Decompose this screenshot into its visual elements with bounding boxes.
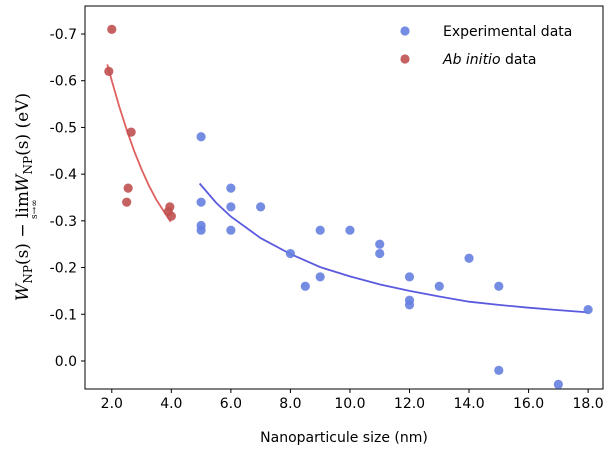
ab-initio-point bbox=[104, 66, 114, 76]
fit-curves bbox=[106, 64, 589, 314]
ab-initio-point bbox=[165, 202, 175, 212]
experimental-point bbox=[404, 300, 415, 310]
x-tick-label: 2.0 bbox=[101, 396, 123, 412]
experimental-point bbox=[404, 272, 415, 282]
experimental-point bbox=[434, 281, 444, 291]
experimental-point bbox=[256, 202, 266, 212]
legend-marker-ab-initio bbox=[400, 54, 410, 64]
y-tick-label: 0.0 bbox=[55, 354, 77, 370]
x-tick-label: 10.0 bbox=[334, 396, 365, 412]
y-tick-label: -0.7 bbox=[50, 27, 77, 43]
experimental-point bbox=[196, 197, 206, 207]
experimental-point bbox=[226, 183, 236, 193]
x-tick-label: 12.0 bbox=[394, 396, 425, 412]
ab-initio-point bbox=[107, 24, 117, 34]
experimental-point bbox=[226, 225, 236, 235]
x-tick-label: 8.0 bbox=[279, 396, 301, 412]
experimental-point bbox=[553, 379, 563, 389]
experimental-point bbox=[285, 248, 296, 259]
y-axis-label: WNP(s) − lims→∞ WNP(s) (eV) bbox=[13, 93, 40, 301]
experimental-point bbox=[375, 239, 385, 249]
experimental-point bbox=[494, 281, 504, 291]
y-tick-label: -0.1 bbox=[50, 307, 77, 323]
y-tick-label: -0.2 bbox=[50, 261, 77, 277]
y-tick-label: -0.5 bbox=[50, 120, 77, 136]
experimental-point bbox=[315, 225, 325, 235]
x-axis-ticks: 2.0 4.0 6.0 8.0 10.0 12.0 14.0 16.0 18.0 bbox=[101, 389, 604, 412]
experimental-point bbox=[226, 202, 236, 212]
data-points bbox=[104, 24, 593, 389]
ab-initio-point bbox=[122, 197, 132, 207]
y-tick-label: -0.6 bbox=[50, 74, 77, 90]
experimental-point bbox=[345, 225, 355, 235]
experimental-point bbox=[494, 365, 504, 375]
x-tick-label: 18.0 bbox=[573, 396, 604, 412]
x-tick-label: 14.0 bbox=[453, 396, 484, 412]
x-tick-label: 16.0 bbox=[513, 396, 544, 412]
legend-label-experimental: Experimental data bbox=[443, 24, 572, 40]
experimental-point bbox=[464, 253, 474, 263]
experimental-point bbox=[196, 132, 206, 142]
x-tick-label: 6.0 bbox=[220, 396, 242, 412]
ab-initio-point bbox=[123, 183, 133, 193]
x-tick-label: 4.0 bbox=[160, 396, 182, 412]
ab-initio-point bbox=[126, 127, 136, 137]
experimental-point bbox=[375, 248, 385, 259]
y-tick-label: -0.3 bbox=[50, 214, 77, 230]
experimental-point bbox=[315, 272, 325, 282]
x-axis-label: Nanoparticule size (nm) bbox=[260, 430, 428, 446]
legend-marker-experimental bbox=[400, 26, 410, 36]
fit-curve-2 bbox=[106, 64, 172, 223]
ab-initio-point bbox=[166, 211, 176, 221]
legend: Experimental data Ab initio data bbox=[400, 24, 572, 68]
plot-area bbox=[84, 5, 604, 390]
y-tick-label: -0.4 bbox=[50, 167, 77, 183]
y-axis-ticks: 0.0 -0.1 -0.2 -0.3 -0.4 -0.5 -0.6 -0.7 bbox=[50, 27, 85, 370]
experimental-point bbox=[583, 304, 593, 315]
fit-curve-1 bbox=[198, 182, 589, 314]
experimental-point bbox=[300, 281, 310, 291]
experimental-point bbox=[196, 225, 206, 235]
legend-label-ab-initio: Ab initio data bbox=[442, 52, 537, 68]
